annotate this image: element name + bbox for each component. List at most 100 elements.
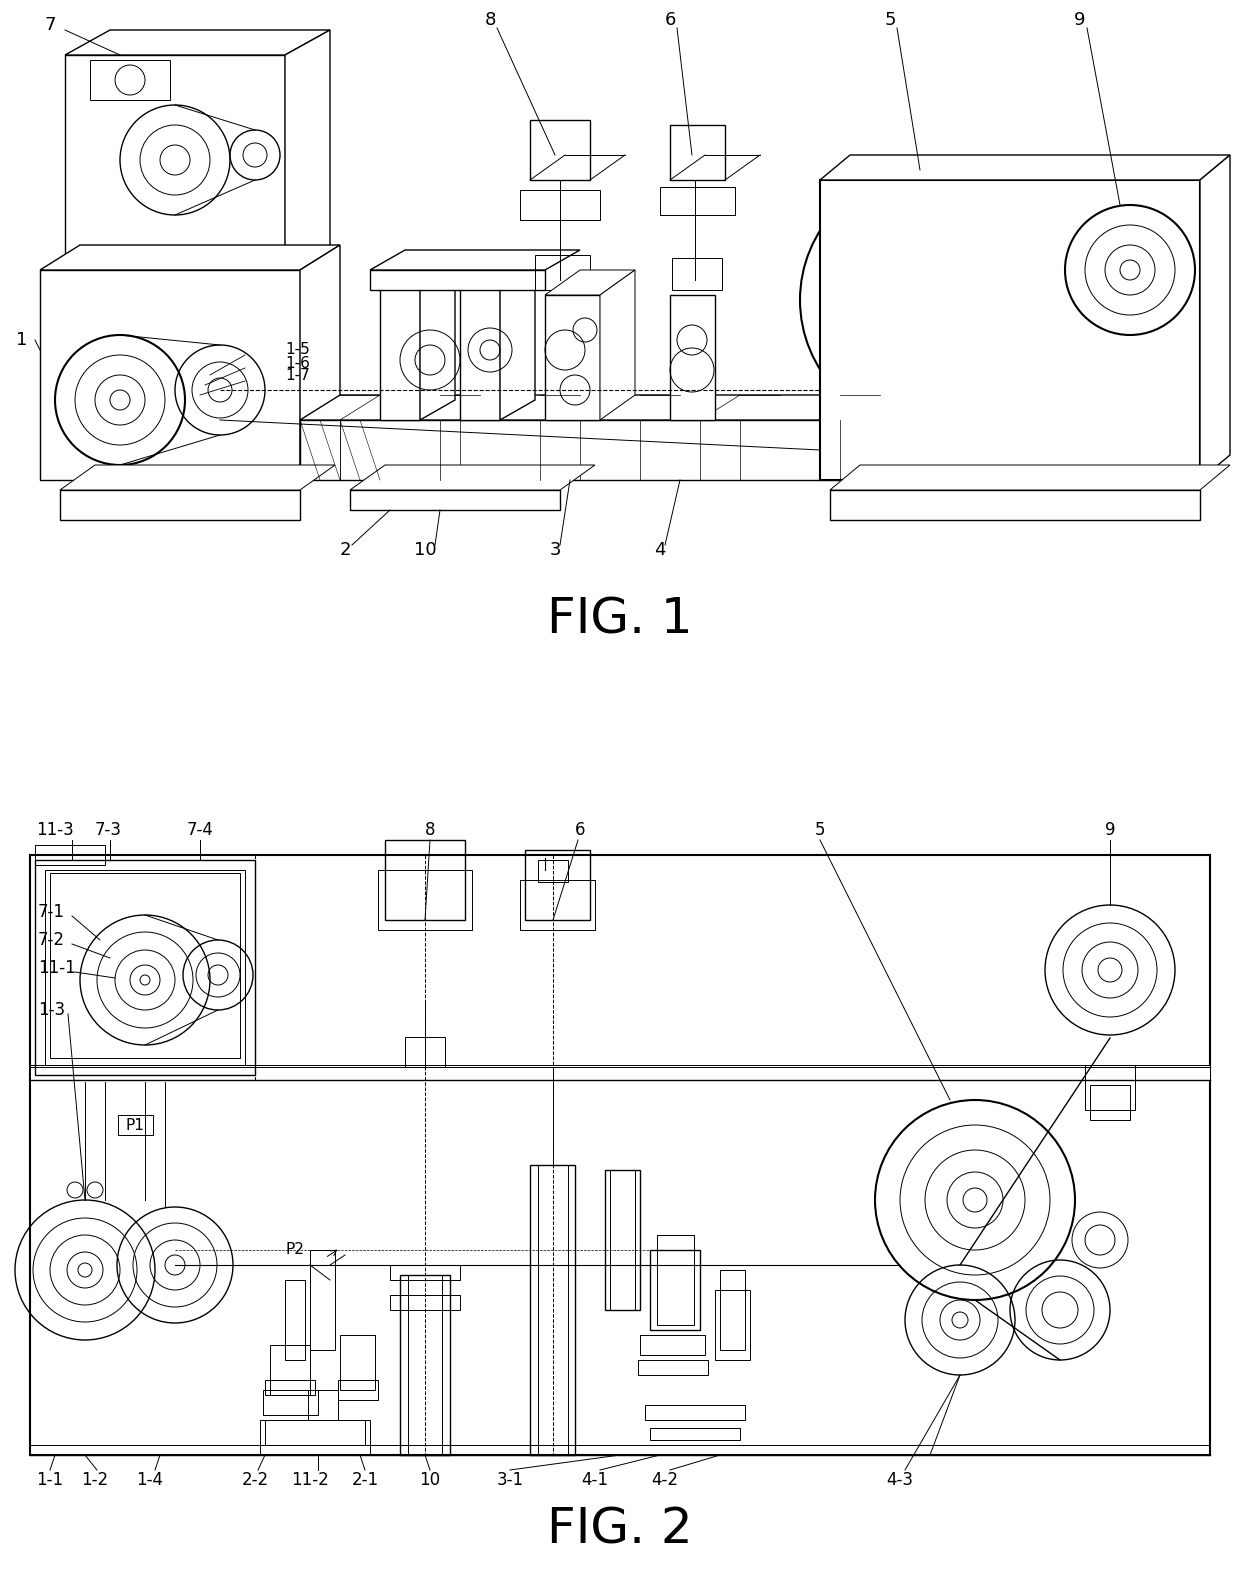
Text: 4: 4 xyxy=(655,541,666,559)
Polygon shape xyxy=(600,270,635,420)
Text: 11-2: 11-2 xyxy=(291,1472,329,1489)
Text: 7-1: 7-1 xyxy=(38,904,64,921)
Text: 9: 9 xyxy=(1105,821,1115,839)
Bar xyxy=(308,1390,339,1420)
Bar xyxy=(720,1269,745,1349)
Bar xyxy=(650,1428,740,1440)
Text: 3: 3 xyxy=(549,541,560,559)
Text: 7-2: 7-2 xyxy=(38,930,64,949)
Bar xyxy=(45,869,246,1065)
Text: 1-6: 1-6 xyxy=(285,356,310,370)
Bar xyxy=(657,1235,694,1324)
Bar xyxy=(639,1360,708,1374)
Bar xyxy=(650,1250,701,1331)
Polygon shape xyxy=(830,490,1200,519)
Bar xyxy=(1090,1086,1130,1120)
Bar xyxy=(391,1294,460,1310)
Text: 2-2: 2-2 xyxy=(242,1472,269,1489)
Text: 11-1: 11-1 xyxy=(38,959,76,977)
Polygon shape xyxy=(379,260,455,279)
Polygon shape xyxy=(370,249,580,270)
Bar xyxy=(640,1335,706,1356)
Polygon shape xyxy=(670,295,715,420)
Bar xyxy=(270,1345,310,1395)
Polygon shape xyxy=(820,180,1200,480)
Polygon shape xyxy=(460,260,534,279)
Polygon shape xyxy=(40,270,300,480)
Polygon shape xyxy=(830,464,1230,490)
Text: 6: 6 xyxy=(575,821,585,839)
Bar xyxy=(391,1265,460,1280)
Polygon shape xyxy=(546,270,635,295)
Polygon shape xyxy=(40,245,340,270)
Bar xyxy=(30,1065,1210,1079)
Text: 1-4: 1-4 xyxy=(136,1472,164,1489)
Bar xyxy=(605,1170,640,1310)
Bar xyxy=(340,1335,374,1390)
Polygon shape xyxy=(1200,155,1230,480)
Bar xyxy=(520,880,595,930)
Text: 1-7: 1-7 xyxy=(285,369,310,383)
Text: 3-1: 3-1 xyxy=(496,1472,523,1489)
Text: FIG. 1: FIG. 1 xyxy=(547,596,693,643)
Polygon shape xyxy=(350,464,595,490)
Text: 4-1: 4-1 xyxy=(582,1472,609,1489)
Bar xyxy=(91,60,170,100)
Bar xyxy=(265,1381,315,1395)
Polygon shape xyxy=(285,30,330,270)
Bar xyxy=(645,1404,745,1420)
Text: 1: 1 xyxy=(16,331,27,348)
Text: 9: 9 xyxy=(1074,11,1086,28)
Bar xyxy=(384,839,465,919)
Bar xyxy=(260,1420,370,1454)
Polygon shape xyxy=(300,420,1180,480)
Polygon shape xyxy=(500,260,534,420)
Text: 4-2: 4-2 xyxy=(651,1472,678,1489)
Polygon shape xyxy=(64,30,330,55)
Text: P2: P2 xyxy=(285,1243,305,1257)
Bar xyxy=(538,860,568,882)
Bar xyxy=(310,1250,335,1349)
Text: FIG. 2: FIG. 2 xyxy=(547,1506,693,1553)
Bar xyxy=(660,187,735,215)
Text: 11-3: 11-3 xyxy=(36,821,74,839)
Bar xyxy=(378,869,472,930)
Polygon shape xyxy=(300,245,340,480)
Text: 1-1: 1-1 xyxy=(36,1472,63,1489)
Text: 7-4: 7-4 xyxy=(186,821,213,839)
Polygon shape xyxy=(370,270,546,290)
Bar xyxy=(534,256,590,290)
Bar xyxy=(405,1037,445,1067)
Bar xyxy=(285,1280,305,1360)
Polygon shape xyxy=(420,260,455,420)
Text: 1-2: 1-2 xyxy=(82,1472,109,1489)
Bar xyxy=(50,872,241,1058)
Bar xyxy=(525,850,590,919)
Bar xyxy=(672,257,722,290)
Bar xyxy=(263,1390,317,1415)
Bar xyxy=(30,855,1210,1454)
Polygon shape xyxy=(546,295,600,420)
Bar xyxy=(529,119,590,180)
Bar xyxy=(35,846,105,865)
Text: 6: 6 xyxy=(665,11,676,28)
Bar xyxy=(529,1166,575,1454)
Bar xyxy=(610,1170,635,1310)
Bar xyxy=(401,1276,450,1454)
Text: 5: 5 xyxy=(884,11,895,28)
Text: 5: 5 xyxy=(815,821,826,839)
Text: 2-1: 2-1 xyxy=(351,1472,378,1489)
Polygon shape xyxy=(60,464,335,490)
Bar xyxy=(265,1420,365,1445)
Text: 2: 2 xyxy=(340,541,351,559)
Bar xyxy=(118,1116,153,1134)
Polygon shape xyxy=(820,155,1230,180)
Text: 8: 8 xyxy=(485,11,496,28)
Polygon shape xyxy=(460,279,500,420)
Polygon shape xyxy=(64,55,285,270)
Bar xyxy=(408,1276,441,1454)
Bar xyxy=(35,860,255,1075)
Polygon shape xyxy=(60,490,300,519)
Text: 10: 10 xyxy=(419,1472,440,1489)
Bar xyxy=(715,1290,750,1360)
